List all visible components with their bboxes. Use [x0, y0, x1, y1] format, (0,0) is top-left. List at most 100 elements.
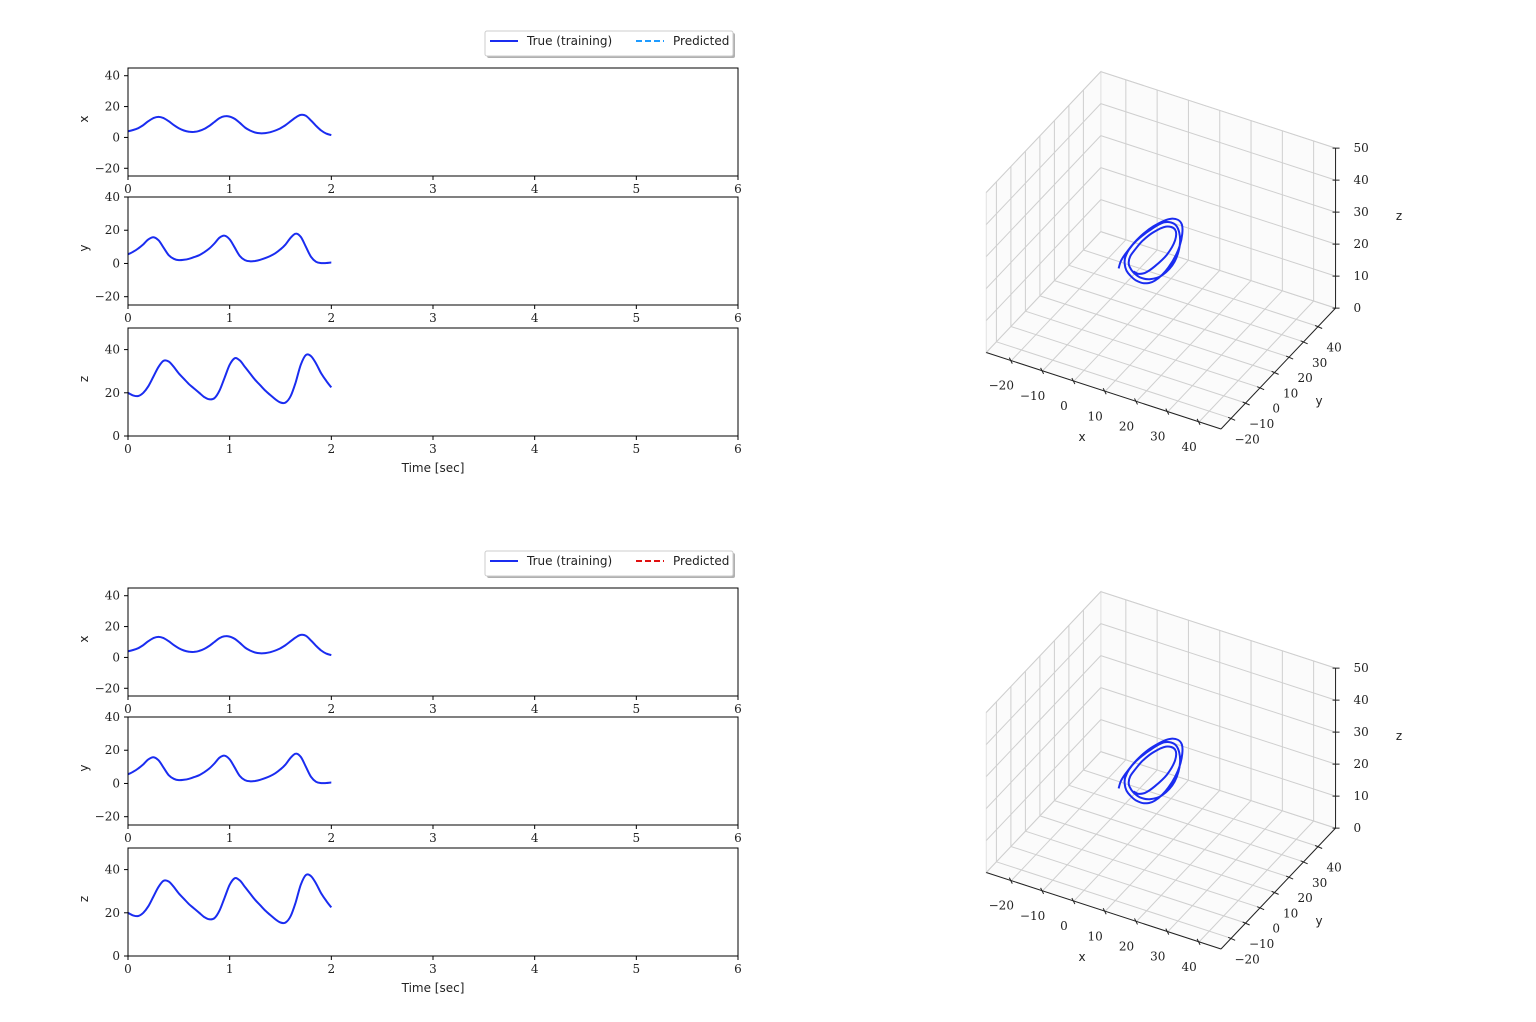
z3d-axis-label: z — [1396, 729, 1402, 743]
y3d-tick-label: 40 — [1327, 860, 1342, 874]
y-tick-mark — [1314, 325, 1323, 329]
grid-line — [1010, 846, 1246, 924]
x-tick-label: 6 — [734, 311, 742, 325]
y-tick-mark — [1285, 875, 1294, 880]
grid-line — [1073, 259, 1189, 382]
series-line-true-x — [128, 113, 332, 137]
z3d-tick-label: 20 — [1354, 757, 1369, 771]
subplot-y: −20 0 20 40 0 1 2 3 4 5 6 y — [77, 190, 742, 325]
x-tick-mark — [1071, 897, 1076, 905]
grid-line — [1068, 784, 1304, 863]
y3d-tick-label: −10 — [1249, 417, 1274, 431]
y-tick-mark — [1271, 370, 1279, 375]
y-tick-label: 20 — [105, 620, 120, 634]
x3d-tick-label: 10 — [1088, 929, 1103, 943]
y-tick-label: 40 — [105, 863, 120, 877]
plot-3d: −20−10010203040−20−100102030400102030405… — [985, 590, 1402, 974]
grid-line — [985, 71, 1102, 193]
y-axis-label: z — [77, 376, 91, 382]
x-tick-label: 0 — [124, 182, 132, 196]
subplot-z: 0 20 40 0 1 2 3 4 5 6 z — [77, 327, 742, 456]
grid-line — [1054, 280, 1290, 358]
axes-frame — [127, 587, 739, 697]
y-tick-label: 0 — [112, 776, 120, 790]
x-tick-label: 2 — [328, 311, 336, 325]
y-tick-mark — [1242, 921, 1250, 926]
grid-line — [996, 341, 1232, 419]
trajectory-3d-line — [1117, 217, 1184, 285]
grid-line — [985, 135, 1102, 257]
x3d-tick-label: −20 — [989, 899, 1014, 913]
y3d-tick-label: 20 — [1298, 891, 1313, 905]
axes-frame — [127, 67, 739, 177]
x-tick-label: 1 — [226, 962, 234, 976]
y3d-tick-label: −20 — [1234, 952, 1259, 966]
grid-line — [1025, 830, 1261, 909]
grid-line — [985, 623, 1102, 745]
axes-frame — [127, 327, 739, 437]
series-line-true-z — [128, 353, 333, 405]
x-tick-mark — [1008, 357, 1013, 364]
y-tick-label: 40 — [105, 69, 120, 83]
y-tick-label: 20 — [105, 743, 120, 757]
x-tick-label: 6 — [734, 962, 742, 976]
grid-line — [985, 687, 1102, 809]
y3d-tick-label: 10 — [1283, 906, 1298, 920]
grid-line — [1054, 800, 1290, 878]
y-tick-label: 0 — [112, 429, 120, 443]
x-tick-label: 5 — [633, 831, 641, 845]
grid-line — [1104, 270, 1221, 392]
grid-line — [1100, 71, 1336, 149]
grid-line — [1039, 815, 1275, 893]
legend-box — [484, 30, 734, 57]
grid-line — [985, 199, 1102, 321]
x3d-tick-label: −10 — [1020, 909, 1045, 923]
y-tick-label: 20 — [105, 100, 120, 114]
axes-frame — [127, 847, 739, 957]
x-tick-label: 2 — [328, 831, 336, 845]
y-tick-label: −20 — [95, 810, 120, 824]
plot-3d: −20−10010203040−20−100102030400102030405… — [985, 70, 1402, 454]
z3d-axis-label: z — [1396, 209, 1402, 223]
z3d-tick-label: 50 — [1354, 141, 1369, 155]
grid-line — [1167, 810, 1283, 933]
grid-line — [1198, 300, 1315, 423]
x3d-tick-label: 0 — [1060, 399, 1068, 413]
series-line-true-y — [128, 752, 332, 785]
grid-line — [985, 751, 1102, 873]
z3d-tick-label: 0 — [1354, 821, 1362, 835]
x3d-axis-label: x — [1078, 430, 1085, 444]
z3d-tick-label: 50 — [1354, 661, 1369, 675]
x-tick-label: 3 — [429, 182, 437, 196]
x-tick-label: 0 — [124, 831, 132, 845]
y-tick-label: 40 — [105, 710, 120, 724]
x-tick-label: 2 — [328, 702, 336, 716]
x3d-tick-label: 30 — [1150, 430, 1165, 444]
y-tick-mark — [1227, 936, 1236, 941]
grid-line — [1100, 167, 1336, 245]
y-tick-label: 0 — [112, 130, 120, 144]
y3d-tick-label: 0 — [1272, 922, 1280, 936]
x-tick-label: 4 — [531, 182, 539, 196]
x-tick-mark — [1008, 877, 1013, 884]
x-tick-mark — [1196, 418, 1201, 426]
grid-line — [1100, 655, 1336, 733]
y3d-tick-label: 20 — [1298, 371, 1313, 385]
x-tick-label: 3 — [429, 702, 437, 716]
x-tick-label: 0 — [124, 702, 132, 716]
y-tick-mark — [1285, 355, 1294, 360]
grid-line — [1100, 719, 1336, 797]
y-axis-label: x — [77, 115, 91, 122]
y-axis-line — [1220, 307, 1336, 430]
x-axis-line — [986, 352, 1222, 430]
grid-line — [1100, 591, 1336, 669]
y-tick-mark — [1314, 845, 1323, 849]
x-axis-line — [986, 872, 1222, 950]
grid-line — [1100, 687, 1336, 765]
legend-label-true: True (training) — [526, 554, 612, 568]
subplot-x: −20 0 20 40 0 1 2 3 4 5 6 x — [77, 587, 742, 716]
x-tick-label: 5 — [633, 702, 641, 716]
